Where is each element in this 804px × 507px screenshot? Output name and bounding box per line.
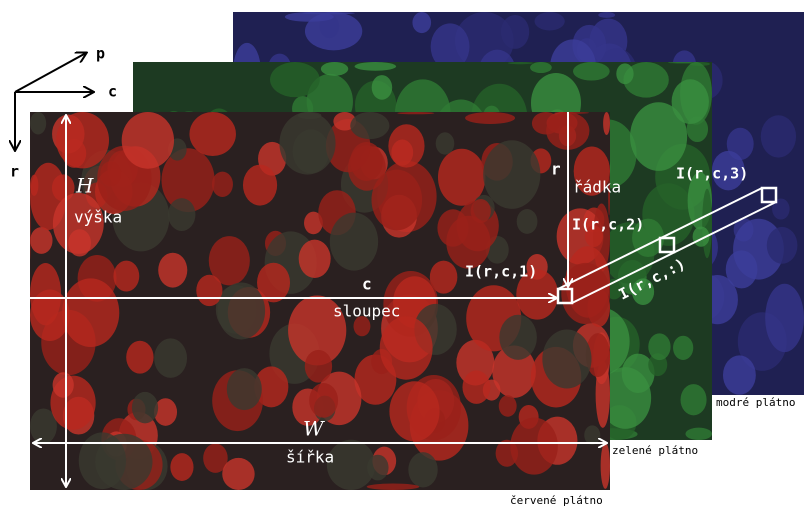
pixel-label: I(r,c,2) xyxy=(572,216,644,234)
texture xyxy=(726,250,758,288)
axis-label: c xyxy=(108,83,117,101)
texture xyxy=(309,383,338,418)
texture xyxy=(367,455,388,481)
texture xyxy=(132,392,158,423)
texture xyxy=(471,199,491,223)
height-symbol: H xyxy=(75,174,94,198)
texture xyxy=(227,368,262,410)
texture xyxy=(723,355,756,394)
texture xyxy=(350,112,389,139)
plane-label: modré plátno xyxy=(716,396,795,409)
texture xyxy=(648,333,670,360)
axis-label: r xyxy=(10,163,19,181)
row-symbol: r xyxy=(551,160,561,179)
texture xyxy=(408,452,437,487)
texture xyxy=(412,12,431,33)
texture xyxy=(222,458,254,490)
texture xyxy=(30,203,31,259)
texture xyxy=(56,112,109,168)
plane-label: zelené plátno xyxy=(612,444,698,457)
texture xyxy=(508,62,533,64)
texture xyxy=(389,381,439,441)
texture xyxy=(367,484,419,490)
texture xyxy=(270,62,320,97)
texture xyxy=(30,112,46,135)
texture xyxy=(446,216,490,269)
texture xyxy=(62,278,119,347)
texture xyxy=(372,75,393,100)
texture xyxy=(279,112,335,175)
plane-label: červené plátno xyxy=(510,494,603,507)
width-label: šířka xyxy=(286,448,334,467)
texture xyxy=(685,428,712,440)
texture xyxy=(584,425,600,444)
texture xyxy=(601,443,610,489)
texture xyxy=(299,240,331,278)
texture xyxy=(189,112,235,156)
texture xyxy=(573,62,610,81)
texture xyxy=(598,12,615,18)
texture xyxy=(113,261,139,292)
texture xyxy=(168,198,195,231)
texture xyxy=(122,112,174,169)
texture xyxy=(681,384,707,415)
texture xyxy=(499,395,517,416)
texture xyxy=(702,189,712,258)
width-symbol: W xyxy=(303,417,325,441)
row-label: řádka xyxy=(573,178,621,197)
texture xyxy=(462,370,490,403)
texture xyxy=(330,213,378,271)
texture xyxy=(436,132,455,154)
texture xyxy=(257,263,290,303)
texture xyxy=(603,112,610,135)
texture xyxy=(380,316,433,379)
texture xyxy=(616,63,633,84)
height-label: výška xyxy=(74,208,122,227)
texture xyxy=(305,350,332,383)
texture xyxy=(673,336,693,360)
texture xyxy=(530,62,552,73)
texture xyxy=(535,12,565,30)
column-label: sloupec xyxy=(333,302,400,321)
texture xyxy=(30,227,52,254)
texture xyxy=(499,315,537,360)
texture xyxy=(630,102,687,171)
texture xyxy=(542,330,591,389)
pixel-label: I(r,c,3) xyxy=(676,165,748,183)
texture xyxy=(154,338,187,377)
diagram: modré plátno zelené plátno červené plátn… xyxy=(0,0,804,507)
texture xyxy=(465,112,515,124)
texture xyxy=(510,418,558,475)
column-symbol: c xyxy=(362,275,372,294)
texture xyxy=(170,453,193,481)
texture xyxy=(321,62,348,76)
texture xyxy=(158,253,187,288)
texture xyxy=(483,140,540,209)
texture xyxy=(53,372,74,397)
texture xyxy=(285,12,334,22)
texture xyxy=(761,115,796,157)
texture xyxy=(371,170,422,231)
texture xyxy=(388,124,424,167)
texture xyxy=(517,209,538,234)
texture xyxy=(767,227,798,264)
pixel-label: I(r,c,1) xyxy=(465,263,537,281)
texture xyxy=(196,275,222,306)
texture xyxy=(212,172,233,197)
axis-label: p xyxy=(96,45,105,63)
texture xyxy=(355,62,397,71)
texture xyxy=(397,112,434,114)
texture xyxy=(765,284,804,352)
texture xyxy=(218,282,265,339)
texture xyxy=(243,165,277,206)
texture xyxy=(126,341,153,374)
